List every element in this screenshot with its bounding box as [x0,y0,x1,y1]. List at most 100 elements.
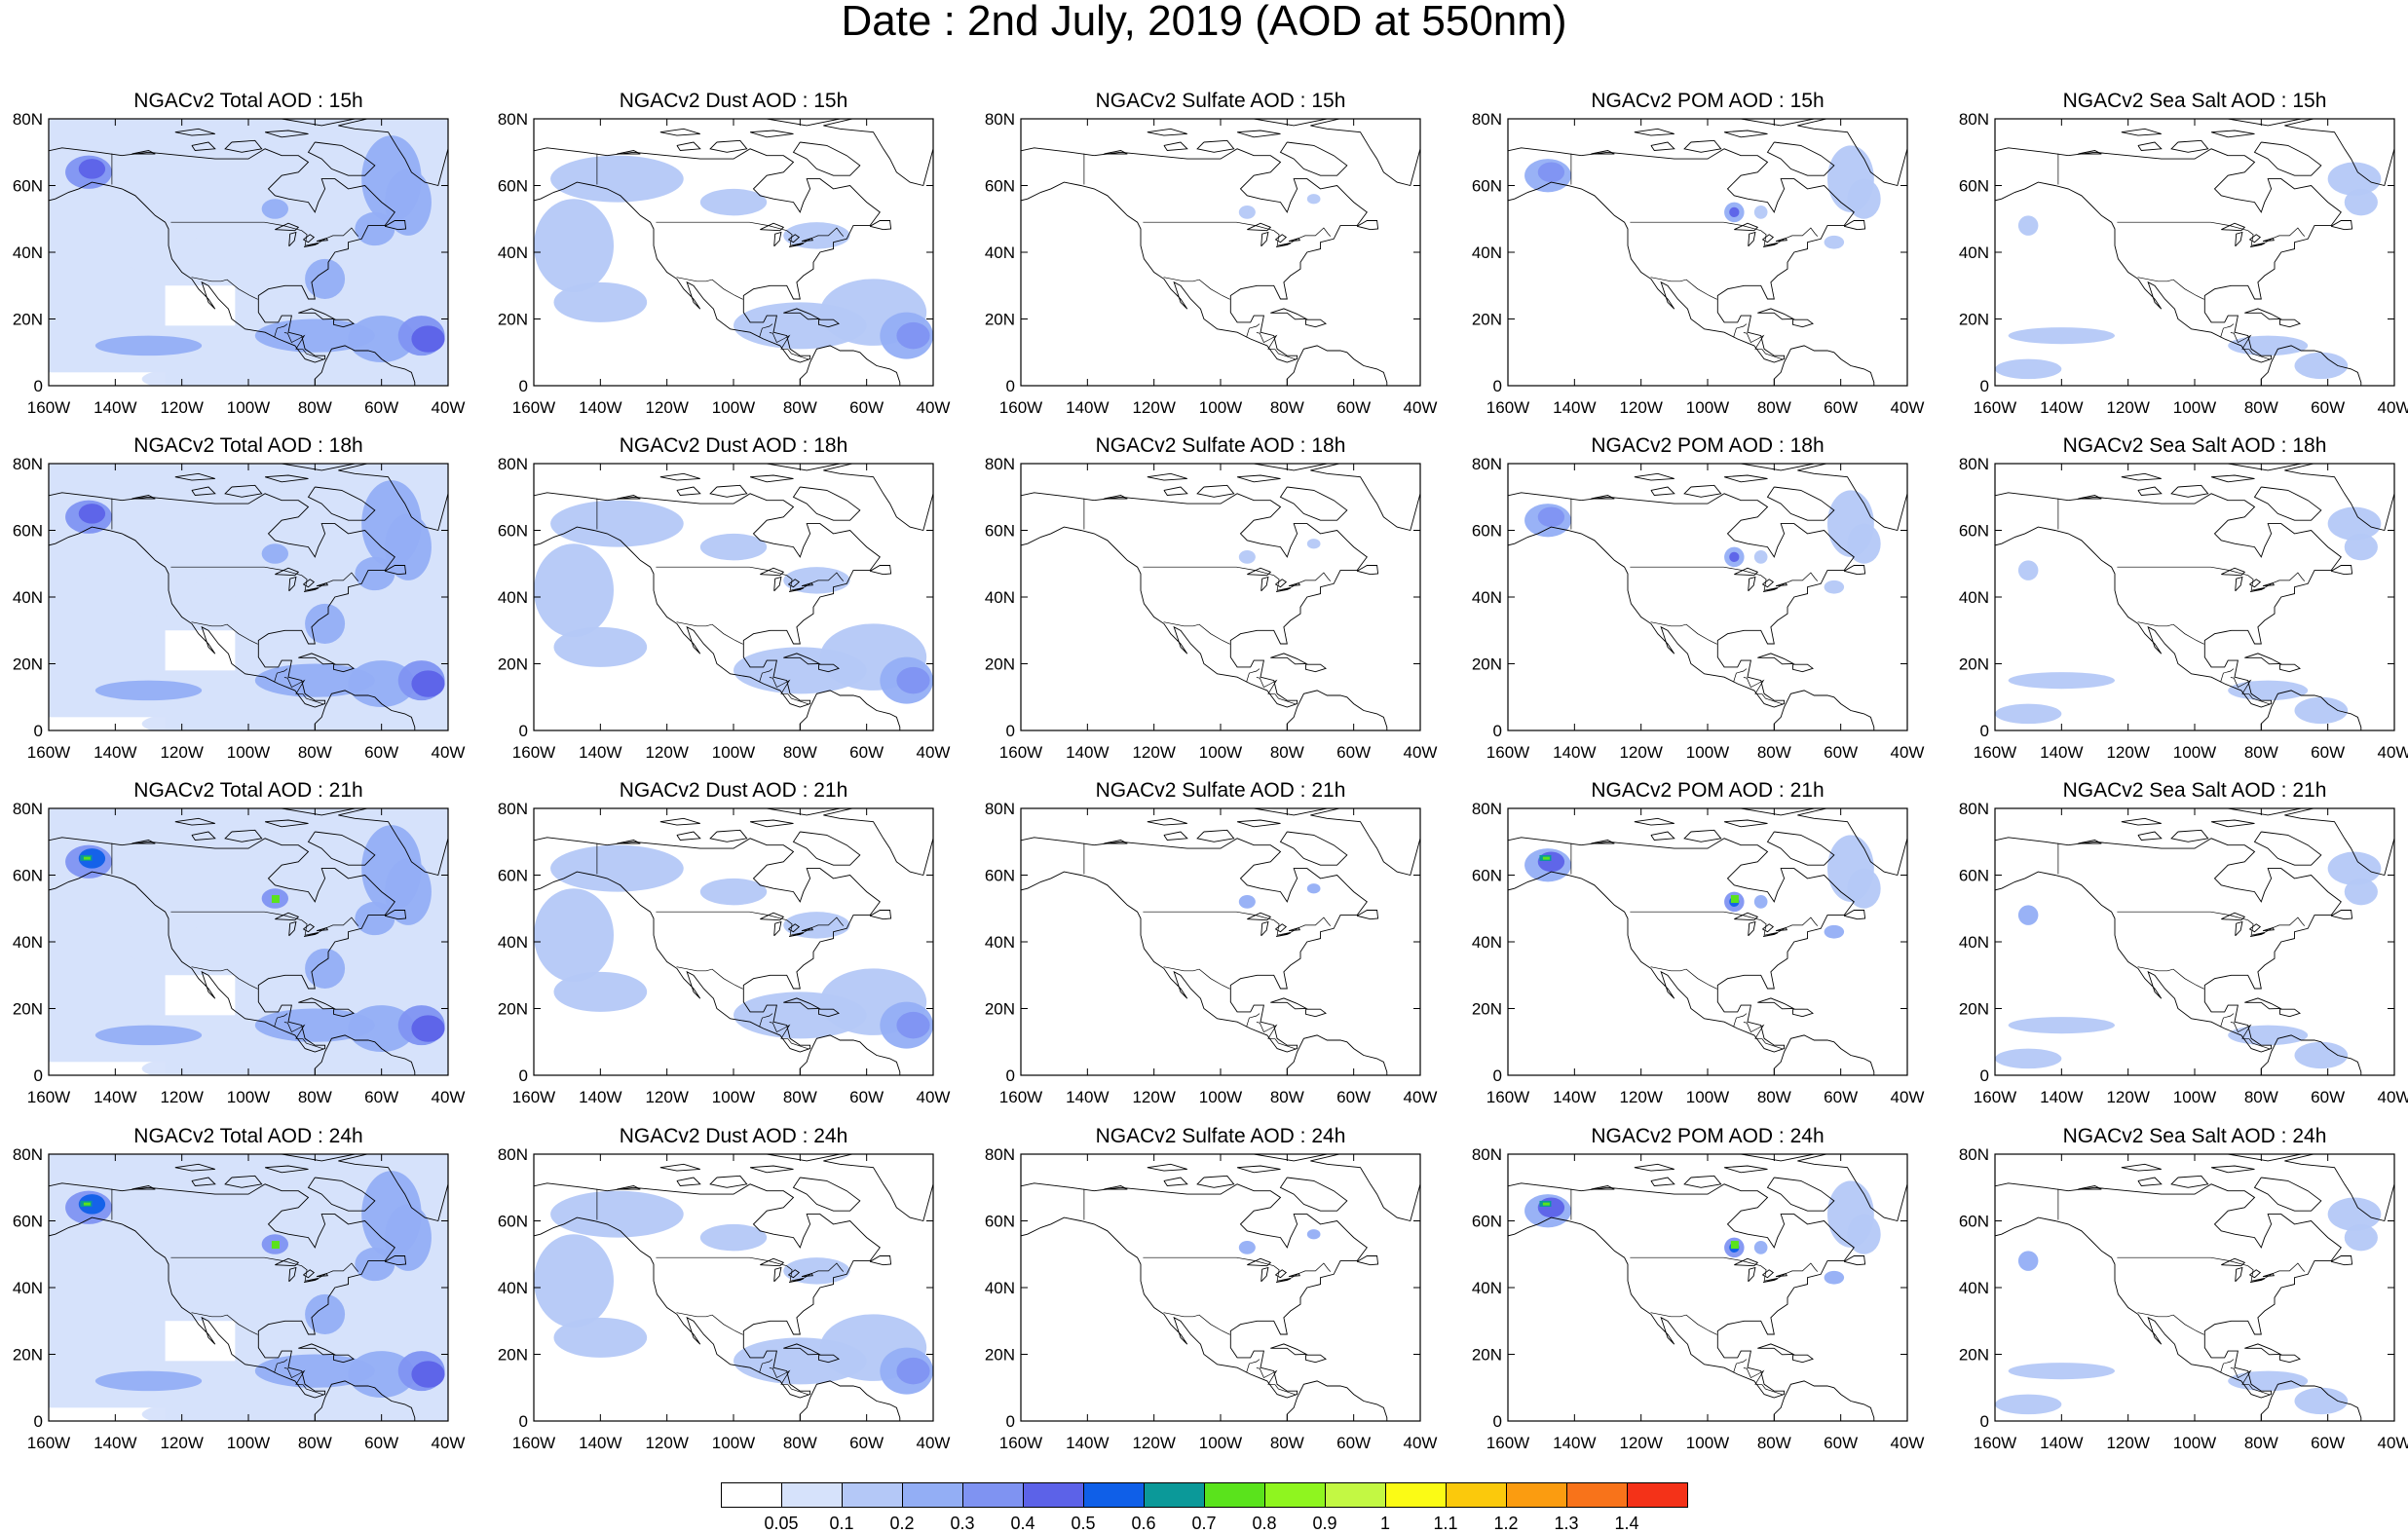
aod-shading [1995,1197,2382,1415]
x-tick-label: 160W [1486,1088,1529,1106]
x-tick-label: 80W [1270,398,1304,417]
panel-title: NGACv2 Sulfate AOD : 15h [1095,90,1346,112]
map-area: 160W 140W 120W 100W 80W 60W 40W 80N 60N 40N 20N 0 [1472,1145,1925,1452]
map-panel-dust-1: NGACv2 Dust AOD : 18h 160W 140W 120W 100W 80W… [485,429,982,773]
x-tick-label: 60W [2311,743,2345,762]
colorbar-swatch [1023,1482,1084,1508]
y-tick-label: 80N [498,800,528,818]
map-area: 160W 140W 120W 100W 80W 60W 40W 80N 60N 40N 20N 0 [13,110,466,417]
y-tick-label: 20N [13,655,43,674]
x-tick-label: 100W [1686,1088,1729,1106]
x-tick-label: 60W [2311,1088,2345,1106]
x-tick-label: 160W [1974,743,2016,762]
map-svg: 160W 140W 120W 100W 80W 60W 40W 80N 60N 40N 20N 0 [498,800,951,1106]
y-tick-label: 40N [498,1279,528,1297]
map-area: 160W 140W 120W 100W 80W 60W 40W 80N 60N 40N 20N 0 [498,110,951,417]
coastlines [1021,1154,1420,1421]
colorbar-swatch [1204,1482,1265,1508]
aod-shading [1995,506,2382,725]
y-tick-label: 60N [1472,522,1502,541]
aod-shading [1238,539,1321,564]
map-area: 160W 140W 120W 100W 80W 60W 40W 80N 60N 40N 20N 0 [1472,800,1925,1106]
map-svg: 160W 140W 120W 100W 80W 60W 40W 80N 60N 40N 20N 0 [13,110,466,417]
y-tick-label: 0 [1006,722,1015,740]
coastlines [49,119,448,386]
coastlines [1508,464,1907,730]
x-tick-label: 80W [2244,1088,2278,1106]
x-tick-label: 120W [1132,1434,1175,1452]
x-tick-label: 60W [849,1088,884,1106]
y-tick-label: 20N [1959,311,1989,329]
x-tick-label: 140W [1553,743,1596,762]
coastlines [1995,464,2394,730]
y-tick-label: 80N [498,455,528,473]
x-tick-label: 140W [2040,1088,2083,1106]
x-tick-label: 80W [1757,398,1791,417]
colorbar-label: 0.8 [1252,1514,1277,1533]
figure-title: Date : 2nd July, 2019 (AOD at 550nm) [841,0,1567,45]
x-tick-label: 100W [2173,1088,2216,1106]
x-tick-label: 100W [227,743,270,762]
y-tick-label: 0 [1493,1066,1502,1085]
colorbar-label: 1.4 [1614,1514,1639,1533]
y-tick-label: 60N [1959,867,1989,885]
x-tick-label: 80W [783,743,817,762]
x-tick-label: 80W [783,1088,817,1106]
y-tick-label: 20N [1959,1346,1989,1365]
map-area: 160W 140W 120W 100W 80W 60W 40W 80N 60N 40N 20N 0 [498,1145,951,1452]
x-tick-label: 60W [1336,1088,1371,1106]
y-tick-label: 60N [985,1213,1015,1231]
colorbar-swatch [1385,1482,1447,1508]
x-tick-label: 60W [364,743,398,762]
colorbar-label: 0.4 [1010,1514,1035,1533]
x-tick-label: 80W [298,1434,332,1452]
x-tick-label: 80W [783,1434,817,1452]
x-tick-label: 100W [227,1434,270,1452]
panel-title: NGACv2 Sulfate AOD : 24h [1095,1125,1346,1147]
y-tick-label: 40N [1959,933,1989,952]
coastlines [1508,1154,1907,1421]
map-panel-seasalt-0: NGACv2 Sea Salt AOD : 15h 160W 140W 120W 100… [1946,84,2408,429]
aod-shading [1238,883,1321,909]
x-tick-label: 140W [1066,1088,1109,1106]
y-tick-label: 0 [1980,1412,1989,1431]
y-tick-label: 40N [13,243,43,262]
colorbar-label: 0.3 [950,1514,975,1533]
map-area: 160W 140W 120W 100W 80W 60W 40W 80N 60N 40N 20N 0 [985,1145,1438,1452]
panel-title: NGACv2 Total AOD : 21h [133,779,363,802]
x-tick-label: 140W [2040,1434,2083,1452]
x-tick-label: 40W [432,1434,466,1452]
y-tick-label: 0 [34,1412,43,1431]
x-tick-label: 60W [849,743,884,762]
colorbar-swatch [1264,1482,1326,1508]
x-tick-label: 160W [999,1434,1042,1452]
x-tick-label: 60W [1336,743,1371,762]
panel-title: NGACv2 POM AOD : 21h [1591,779,1825,802]
map-panel-pom-1: NGACv2 POM AOD : 18h 160W 140W 120W 100W 80W 6… [1459,429,1956,773]
x-tick-label: 160W [512,1088,555,1106]
y-tick-label: 80N [1959,455,1989,473]
y-tick-label: 0 [1980,1066,1989,1085]
colorbar-swatch [1506,1482,1567,1508]
coastlines [1995,1154,2394,1421]
map-svg: 160W 140W 120W 100W 80W 60W 40W 80N 60N 40N 20N 0 [1959,1145,2408,1452]
y-tick-label: 60N [1959,522,1989,541]
x-tick-label: 80W [2244,398,2278,417]
y-tick-label: 60N [13,867,43,885]
y-tick-label: 0 [1493,377,1502,395]
colorbar-swatch [1627,1482,1688,1508]
x-tick-label: 60W [1336,398,1371,417]
aod-shading [1524,835,1881,939]
map-area: 160W 140W 120W 100W 80W 60W 40W 80N 60N 40N 20N 0 [13,1145,466,1452]
x-tick-label: 80W [1757,1088,1791,1106]
y-tick-label: 80N [1472,455,1502,473]
map-panel-total-2: NGACv2 Total AOD : 21h 160W 140W 120W 100W 80… [0,773,497,1118]
map-area: 160W 140W 120W 100W 80W 60W 40W 80N 60N 40N 20N 0 [1472,110,1925,417]
coastlines [1021,464,1420,730]
x-tick-label: 60W [1336,1434,1371,1452]
x-tick-label: 160W [1486,1434,1529,1452]
map-area: 160W 140W 120W 100W 80W 60W 40W 80N 60N 40N 20N 0 [1472,455,1925,762]
map-panel-seasalt-1: NGACv2 Sea Salt AOD : 18h 160W 140W 120W 100… [1946,429,2408,773]
y-tick-label: 0 [1980,377,1989,395]
map-panel-sulfate-0: NGACv2 Sulfate AOD : 15h 160W 140W 120W 100W… [972,84,1469,429]
